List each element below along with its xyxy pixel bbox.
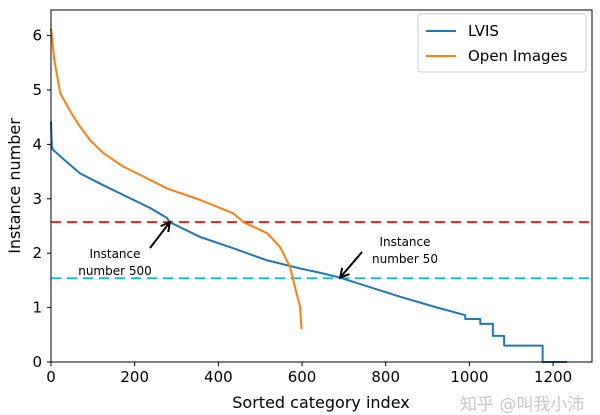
axes-frame xyxy=(50,9,593,363)
legend-box xyxy=(417,13,587,73)
annotation-500-line2: number 500 xyxy=(78,264,152,278)
annotation-50-line2: number 50 xyxy=(372,252,438,266)
y-tick-label: 1 xyxy=(32,299,42,317)
legend: LVIS Open Images xyxy=(417,13,587,73)
annotation-500: Instance number 500 xyxy=(78,247,152,278)
x-tick-label: 200 xyxy=(120,368,149,386)
series-line-lvis xyxy=(50,121,567,363)
x-tick-label: 1000 xyxy=(450,368,488,386)
y-axis-label: Instance number xyxy=(5,118,24,254)
annotation-50-line1: Instance xyxy=(379,235,430,249)
arrow-shaft xyxy=(339,251,363,279)
series-line-open-images xyxy=(50,28,303,330)
annotation-500-line1: Instance xyxy=(89,247,140,261)
x-tick-label: 800 xyxy=(371,368,400,386)
x-axis-label: Sorted category index xyxy=(232,393,409,412)
y-tick-label: 3 xyxy=(32,190,42,208)
annotation-50: Instance number 50 xyxy=(372,235,438,266)
legend-label-open-images: Open Images xyxy=(468,47,568,65)
arrow-head-icon xyxy=(338,267,350,280)
y-tick-label: 6 xyxy=(32,27,42,45)
ticks: 0 200 400 600 800 1000 1200 0 1 2 3 4 5 6 xyxy=(32,27,572,386)
watermark: 知乎 @叫我小沛 xyxy=(460,395,584,415)
annotation-arrows xyxy=(149,220,363,280)
y-tick-label: 2 xyxy=(32,244,42,262)
arrow-head-icon xyxy=(160,220,172,233)
x-tick-label: 0 xyxy=(46,368,56,386)
plot-area xyxy=(50,28,592,363)
x-tick-label: 400 xyxy=(204,368,233,386)
arrow-shaft xyxy=(149,221,171,249)
y-tick-label: 0 xyxy=(32,353,42,371)
y-tick-label: 5 xyxy=(32,81,42,99)
x-tick-label: 600 xyxy=(288,368,317,386)
x-tick-label: 1200 xyxy=(534,368,572,386)
y-tick-label: 4 xyxy=(32,135,42,153)
legend-label-lvis: LVIS xyxy=(468,22,499,40)
